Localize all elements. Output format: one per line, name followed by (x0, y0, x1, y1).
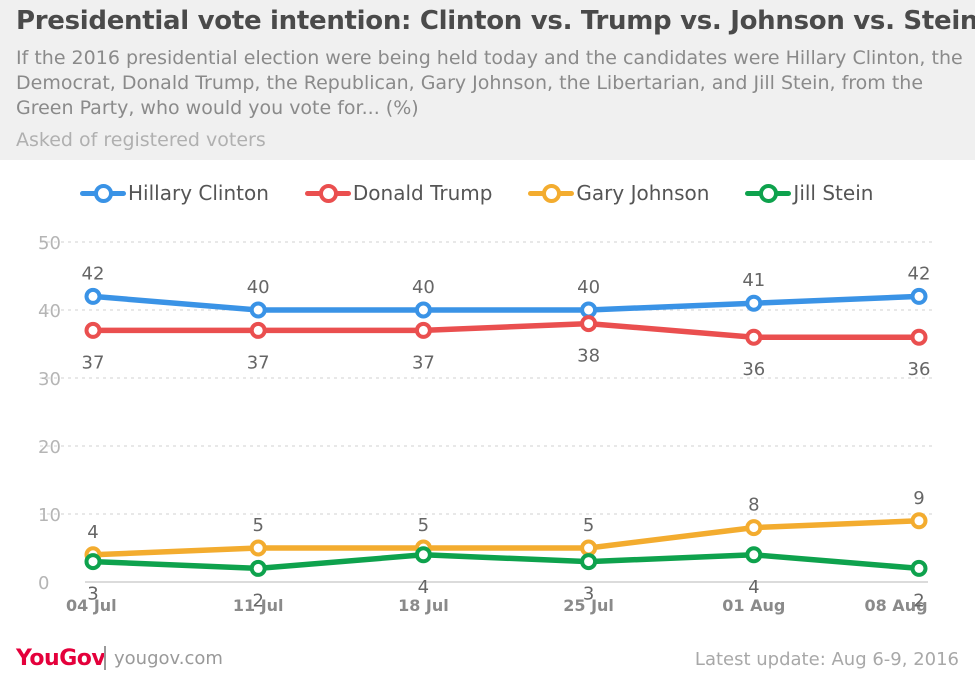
chart-subtitle: If the 2016 presidential election were b… (16, 47, 963, 119)
series-1-label-0: 37 (82, 352, 105, 373)
legend-label-johnson: Gary Johnson (576, 181, 710, 205)
legend-label-trump: Donald Trump (352, 181, 493, 205)
footer-update: Latest update: Aug 6-9, 2016 (694, 649, 959, 670)
series-line-0 (90, 293, 922, 313)
series-0-label-5: 42 (908, 263, 931, 284)
series-1-label-4: 36 (742, 359, 765, 380)
series-1-label-2: 37 (412, 352, 435, 373)
series-1-point-1 (249, 321, 267, 339)
series-2-point-3 (580, 539, 598, 557)
series-1-label-3: 38 (577, 346, 600, 367)
series-line-3 (90, 552, 922, 572)
series-3-point-5 (910, 559, 928, 577)
series-0-point-2 (414, 301, 432, 319)
legend-swatch-stein (745, 183, 792, 203)
legend-label-clinton: Hillary Clinton (128, 181, 269, 205)
series-1-label-5: 36 (908, 359, 931, 380)
legend-item-stein[interactable]: Jill Stein (745, 181, 873, 205)
x-tick-4: 01 Aug (722, 596, 785, 615)
series-2-label-4: 8 (748, 495, 759, 516)
series-3-label-2: 4 (418, 577, 429, 598)
series-3-point-0 (84, 553, 102, 571)
series-layer (84, 287, 928, 577)
x-tick-1: 11 Jul (233, 596, 284, 615)
legend-item-clinton[interactable]: Hillary Clinton (80, 181, 269, 205)
series-3-point-2 (414, 546, 432, 564)
y-tick-10: 10 (38, 505, 61, 526)
series-2-label-0: 4 (87, 522, 98, 543)
series-2-label-5: 9 (913, 488, 924, 509)
chart-legend: Hillary Clinton Donald Trump Gary Johnso… (80, 178, 909, 208)
legend-swatch-clinton (80, 183, 126, 203)
chart-title: Presidential vote intention: Clinton vs.… (16, 6, 975, 36)
series-2-label-3: 5 (583, 515, 594, 536)
chart-header: Presidential vote intention: Clinton vs.… (0, 0, 975, 160)
x-tick-3: 25 Jul (563, 596, 614, 615)
series-0-point-3 (580, 301, 598, 319)
yougov-logo[interactable]: YouGov (16, 646, 106, 671)
y-tick-30: 30 (38, 369, 61, 390)
series-3-label-1: 2 (252, 590, 263, 611)
chart-note: Asked of registered voters (16, 129, 266, 151)
series-0-label-4: 41 (742, 270, 765, 291)
series-1-point-4 (745, 328, 763, 346)
series-0-point-4 (745, 294, 763, 312)
series-0-label-1: 40 (247, 277, 270, 298)
series-3-label-3: 3 (583, 584, 594, 605)
y-tick-20: 20 (38, 437, 61, 458)
series-1-point-0 (84, 321, 102, 339)
series-0-label-0: 42 (82, 263, 105, 284)
series-line-2 (90, 518, 922, 558)
series-1-point-5 (910, 328, 928, 346)
y-tick-40: 40 (38, 301, 61, 322)
legend-swatch-trump (304, 183, 351, 203)
legend-label-stein: Jill Stein (793, 181, 874, 205)
series-0-label-2: 40 (412, 277, 435, 298)
series-2-point-5 (910, 512, 928, 530)
series-line-1 (90, 320, 922, 340)
y-tick-50: 50 (38, 233, 61, 254)
series-2-label-2: 5 (418, 515, 429, 536)
series-3-point-3 (580, 553, 598, 571)
series-3-label-4: 4 (748, 577, 759, 598)
series-3-point-1 (249, 559, 267, 577)
grid-layer (40, 241, 932, 515)
footer-separator (104, 646, 106, 670)
x-tick-2: 18 Jul (398, 596, 449, 615)
series-3-label-0: 3 (87, 584, 98, 605)
series-3-label-5: 2 (913, 590, 924, 611)
series-1-label-1: 37 (247, 352, 270, 373)
series-0-label-3: 40 (577, 277, 600, 298)
footer-url[interactable]: yougov.com (114, 648, 223, 669)
series-2-point-4 (745, 519, 763, 537)
legend-item-trump[interactable]: Donald Trump (304, 181, 493, 205)
x-tick-5: 08 Aug (864, 596, 927, 615)
x-tick-0: 04 Jul (66, 596, 117, 615)
series-1-point-3 (580, 315, 598, 333)
y-tick-0: 0 (38, 573, 49, 594)
series-0-point-0 (84, 287, 102, 305)
series-1-point-2 (414, 321, 432, 339)
legend-item-johnson[interactable]: Gary Johnson (528, 181, 709, 205)
series-2-point-1 (249, 539, 267, 557)
series-0-point-1 (249, 301, 267, 319)
series-3-point-4 (745, 546, 763, 564)
series-0-point-5 (910, 287, 928, 305)
axis-layer: 0 10 20 30 40 50 04 Jul 11 Jul 18 Jul 25 Jul 01 Au… (38, 233, 928, 615)
series-2-label-1: 5 (252, 515, 263, 536)
legend-swatch-johnson (528, 183, 575, 203)
